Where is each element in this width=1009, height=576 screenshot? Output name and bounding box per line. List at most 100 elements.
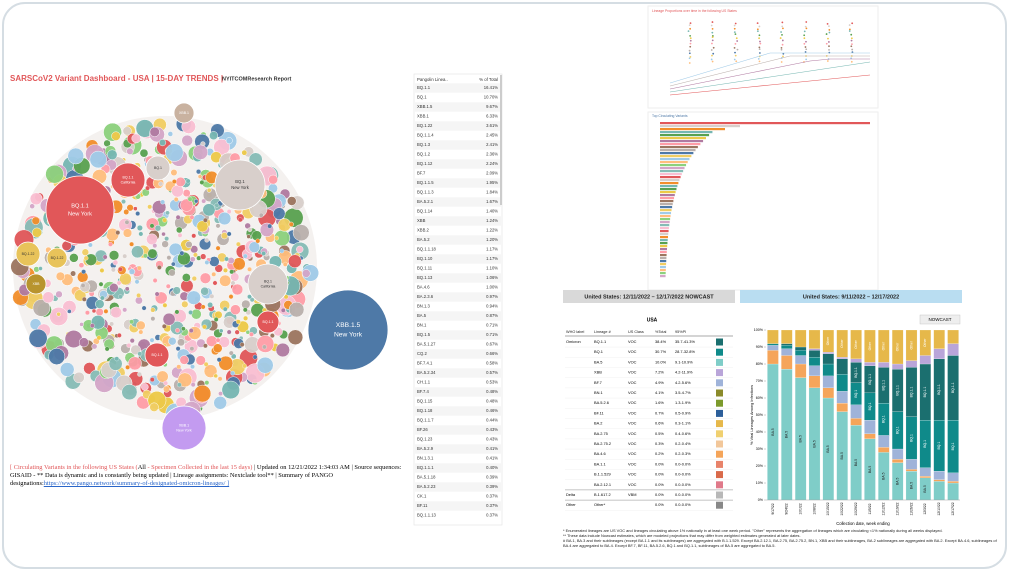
y-tick-label: 60% xyxy=(756,396,764,400)
bar-segment xyxy=(947,482,959,501)
bubble xyxy=(227,257,235,265)
swatch xyxy=(716,399,723,407)
footer: [ Circulating Variants in the following … xyxy=(10,464,410,488)
thumb-dot xyxy=(711,60,714,63)
bubble-label: XBB.1 xyxy=(179,111,189,115)
bubble-label: BQ.1.22 xyxy=(22,252,35,256)
bar-segment xyxy=(933,329,945,349)
y-tick-label: 50% xyxy=(756,413,764,417)
lineage: B.1.617.2 xyxy=(594,492,611,497)
us-class: VOC xyxy=(628,441,637,446)
lineage-pct: 0.43% xyxy=(486,437,498,442)
bubble xyxy=(64,330,83,348)
ring-bubble xyxy=(189,346,195,351)
thumb-dot xyxy=(803,42,806,45)
lineage-pct: 1.10% xyxy=(486,266,498,271)
ring-bubble xyxy=(190,364,195,370)
y-tick-label: 40% xyxy=(756,430,764,434)
thumb-dot xyxy=(851,51,854,54)
ring-bubble xyxy=(226,329,232,335)
lineage-pct: 0.71% xyxy=(486,332,498,337)
pct-total: 0.0% xyxy=(655,502,664,507)
lineage-pct: 2.41% xyxy=(486,142,498,147)
bubble xyxy=(180,326,186,332)
swatch xyxy=(716,369,723,377)
labeled-bubble xyxy=(247,263,289,305)
bar-segment xyxy=(864,433,876,439)
thumb-bar xyxy=(660,140,704,143)
bar-segment xyxy=(808,350,821,358)
bar-segment xyxy=(919,355,931,365)
thumb-dot xyxy=(711,21,714,23)
bar-segment xyxy=(808,329,821,349)
bubble xyxy=(170,169,178,177)
thumb-bar xyxy=(660,209,672,212)
ring-bubble xyxy=(89,323,95,328)
bubble xyxy=(213,373,219,379)
who-label: Delta xyxy=(566,492,576,497)
lineage-name: BA.5.2.34 xyxy=(417,370,436,375)
bar-segment xyxy=(878,447,890,453)
row-band xyxy=(415,311,501,321)
bubble xyxy=(133,206,138,211)
ring-bubble xyxy=(236,319,241,325)
bubble xyxy=(172,286,181,295)
thumb-dot xyxy=(781,39,784,42)
badge-text: NOWCAST xyxy=(929,317,952,322)
ring-bubble xyxy=(135,211,141,216)
lineage-table: Pangolin Linea.. % of Total BQ.1.1 16.41% BQ… xyxy=(413,73,503,526)
thumb-dot xyxy=(781,21,784,24)
bar-segment xyxy=(808,348,821,351)
lineage-name: BQ.1.18 xyxy=(417,408,433,413)
bar-segment xyxy=(794,346,807,351)
bubble xyxy=(91,343,98,350)
ring-bubble xyxy=(214,202,220,208)
bubble xyxy=(287,196,297,206)
us-class: VOC xyxy=(628,380,637,385)
bar-segment xyxy=(878,435,890,448)
thumb-dot xyxy=(734,51,736,54)
bubble-label: BQ.1 xyxy=(264,279,272,283)
lineage-pct: 2.09% xyxy=(486,171,498,176)
thumb-dot xyxy=(712,46,715,49)
footer-text: https://www.pango.network/summary-of-des… xyxy=(43,480,230,487)
ring-bubble xyxy=(188,328,194,333)
bubble xyxy=(150,307,156,313)
lineage-name: BQ.1.1.4 xyxy=(417,133,434,138)
segment-label: BQ.1 xyxy=(854,390,858,398)
column-header: US Class xyxy=(628,330,644,334)
lineage-pct: 1.95% xyxy=(486,180,498,185)
bubble xyxy=(268,174,278,185)
thumb-bar xyxy=(660,167,685,170)
pct-total: 4.9% xyxy=(655,380,664,385)
ring-bubble xyxy=(147,204,153,210)
ring-bubble xyxy=(116,333,122,338)
bubble xyxy=(214,264,223,273)
ring-bubble xyxy=(103,308,109,314)
column-header: % of Total xyxy=(479,77,498,82)
labeled-bubble xyxy=(15,241,41,267)
ring-bubble xyxy=(249,332,254,337)
swatch xyxy=(716,450,723,458)
bar-segment xyxy=(836,357,848,360)
bar-segment xyxy=(933,348,945,360)
bubble xyxy=(213,396,227,410)
pi: 0.0-0.0% xyxy=(675,472,691,477)
bar-segment xyxy=(905,360,918,368)
lineage-name: BA.5 xyxy=(417,313,427,318)
footer-box: [ Circulating Variants in the following … xyxy=(10,464,410,488)
bubble xyxy=(149,126,160,137)
column-header: WHO label xyxy=(566,330,585,334)
row-band xyxy=(415,482,501,492)
bubble xyxy=(213,138,230,156)
bubble xyxy=(181,134,193,147)
lineage-name: BQ.1.1.3 xyxy=(417,190,434,195)
thumb-dot xyxy=(711,28,714,30)
pct-total: 0.0% xyxy=(655,492,664,497)
bubble xyxy=(48,348,66,365)
bubble xyxy=(161,231,166,237)
thumb-line xyxy=(669,58,870,90)
report-name: NYITCOMResearch Report xyxy=(222,76,292,82)
segment-label: BQ.1.1 xyxy=(909,387,913,398)
